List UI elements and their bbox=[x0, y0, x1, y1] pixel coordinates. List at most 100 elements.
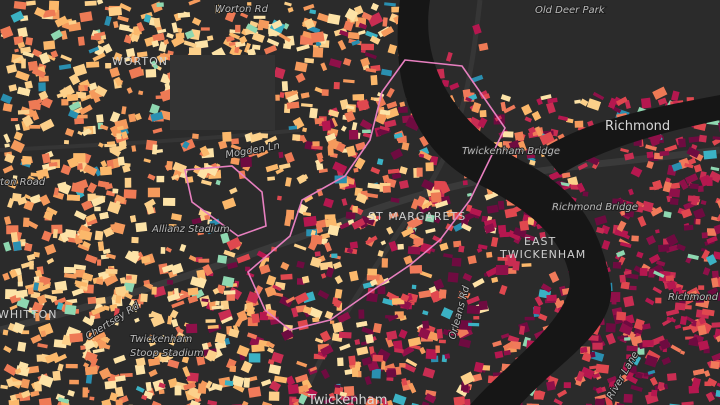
building bbox=[674, 302, 686, 311]
building bbox=[265, 341, 275, 349]
building bbox=[99, 166, 112, 176]
building bbox=[332, 261, 343, 270]
building bbox=[612, 261, 622, 269]
building bbox=[314, 117, 325, 125]
building bbox=[197, 383, 207, 394]
building bbox=[3, 363, 18, 376]
building bbox=[73, 269, 85, 278]
building bbox=[386, 87, 395, 98]
building bbox=[60, 30, 68, 40]
bridge-label: Twickenham Bridge bbox=[462, 146, 560, 157]
building bbox=[115, 295, 122, 304]
building bbox=[284, 1, 292, 7]
building bbox=[366, 274, 380, 281]
building bbox=[526, 148, 536, 159]
building bbox=[424, 393, 437, 404]
building bbox=[324, 218, 337, 228]
building bbox=[664, 144, 678, 153]
building bbox=[293, 401, 300, 405]
building bbox=[429, 290, 442, 303]
building bbox=[128, 66, 144, 80]
building bbox=[303, 195, 314, 203]
building bbox=[684, 162, 694, 169]
building bbox=[528, 126, 536, 134]
building bbox=[2, 165, 14, 174]
building bbox=[651, 335, 666, 346]
building bbox=[619, 274, 626, 283]
building bbox=[443, 253, 453, 259]
building bbox=[114, 76, 123, 87]
building bbox=[231, 138, 239, 145]
building bbox=[462, 88, 471, 97]
building bbox=[23, 200, 35, 211]
building bbox=[641, 263, 651, 272]
building bbox=[622, 319, 634, 328]
building bbox=[351, 39, 361, 46]
building bbox=[79, 11, 93, 23]
building bbox=[358, 22, 368, 30]
building bbox=[264, 285, 277, 298]
building bbox=[666, 234, 679, 247]
building bbox=[519, 220, 529, 231]
building bbox=[214, 4, 221, 14]
building bbox=[338, 331, 352, 339]
building bbox=[325, 132, 337, 142]
building bbox=[362, 132, 372, 139]
building bbox=[469, 207, 482, 217]
building bbox=[344, 110, 356, 123]
poi-label: Stoop Stadium bbox=[130, 348, 204, 359]
building bbox=[80, 345, 86, 350]
building bbox=[361, 43, 375, 51]
building bbox=[89, 396, 95, 401]
building bbox=[46, 206, 58, 216]
building bbox=[94, 230, 104, 241]
building bbox=[425, 162, 434, 172]
building bbox=[152, 32, 165, 43]
building bbox=[657, 97, 668, 106]
building bbox=[114, 194, 126, 204]
building bbox=[218, 140, 228, 150]
building bbox=[328, 392, 337, 402]
building bbox=[78, 84, 86, 93]
building bbox=[324, 214, 336, 220]
building bbox=[234, 45, 240, 54]
building bbox=[63, 266, 76, 274]
building bbox=[272, 284, 282, 292]
building bbox=[425, 227, 436, 234]
building bbox=[438, 289, 447, 299]
building bbox=[37, 343, 48, 349]
building bbox=[394, 348, 404, 354]
building bbox=[115, 399, 123, 405]
building bbox=[278, 162, 291, 170]
building bbox=[27, 287, 34, 295]
building bbox=[266, 38, 280, 47]
building bbox=[665, 275, 675, 282]
building bbox=[631, 235, 639, 242]
building bbox=[674, 324, 682, 330]
building bbox=[461, 223, 472, 232]
building bbox=[280, 261, 290, 271]
building bbox=[36, 168, 50, 181]
building bbox=[182, 11, 189, 18]
building bbox=[146, 335, 156, 347]
building bbox=[304, 58, 314, 64]
building bbox=[99, 124, 109, 131]
building bbox=[477, 117, 488, 129]
building bbox=[13, 131, 24, 141]
building bbox=[24, 194, 31, 200]
building bbox=[135, 357, 146, 367]
building bbox=[458, 338, 472, 349]
building bbox=[377, 250, 384, 257]
building bbox=[331, 253, 338, 258]
building bbox=[150, 400, 162, 405]
building bbox=[46, 54, 56, 62]
building bbox=[579, 98, 589, 107]
building bbox=[304, 18, 315, 30]
building bbox=[418, 150, 432, 161]
building bbox=[605, 333, 616, 345]
building bbox=[285, 209, 295, 220]
building bbox=[445, 51, 453, 62]
building bbox=[630, 166, 643, 178]
building bbox=[187, 295, 199, 304]
building bbox=[444, 353, 451, 359]
